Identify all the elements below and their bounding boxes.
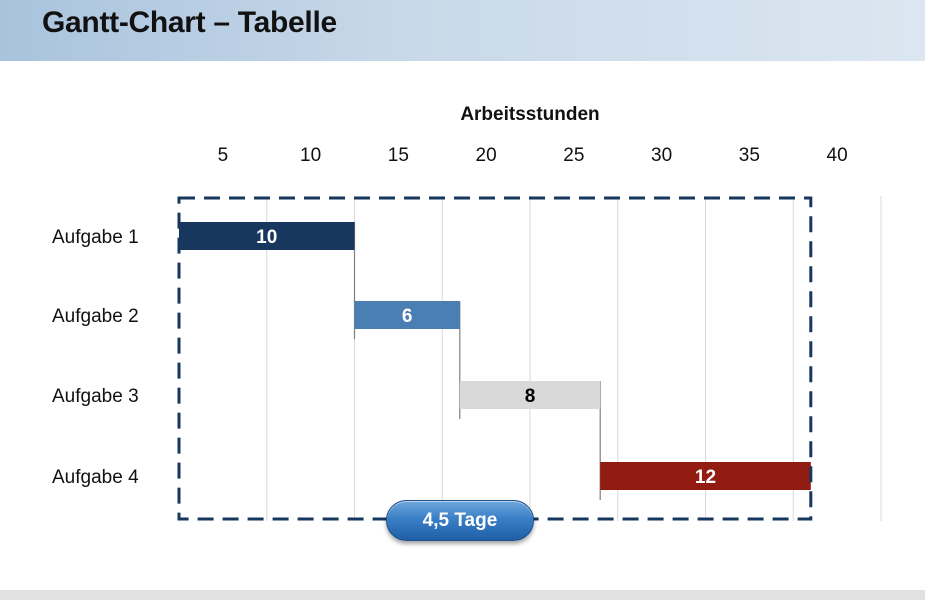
bar-value-label: 10 [256,227,277,248]
gantt-chart: 5 10 15 20 25 30 35 40 Aufgabe 1 Aufgabe 2 Aufgabe… [52,145,882,521]
x-tick-label: 25 [563,145,584,166]
gantt-bar [600,462,811,490]
page-title: Gantt-Chart – Tabelle [42,6,337,39]
x-tick-label: 15 [388,145,409,166]
x-tick-label: 20 [476,145,497,166]
task-label: Aufgabe 4 [52,467,139,488]
x-tick-label: 40 [827,145,848,166]
bar-value-label: 12 [695,467,716,488]
gantt-bar [354,301,460,329]
x-tick-label: 5 [218,145,229,166]
task-label: Aufgabe 1 [52,227,139,248]
gantt-bar [459,381,601,409]
task-label: Aufgabe 3 [52,386,139,407]
x-tick-label: 35 [739,145,760,166]
x-tick-label: 30 [651,145,672,166]
gantt-bar [179,222,355,250]
footer-bar [0,590,925,600]
task-label: Aufgabe 2 [52,306,139,327]
bar-value-label: 8 [525,386,536,407]
duration-badge[interactable]: 4,5 Tage [386,500,534,541]
bar-value-label: 6 [402,306,413,327]
title-bar: Gantt-Chart – Tabelle [0,0,925,61]
x-tick-label: 10 [300,145,321,166]
duration-frame [177,196,813,521]
x-axis-title: Arbeitsstunden [460,104,600,125]
